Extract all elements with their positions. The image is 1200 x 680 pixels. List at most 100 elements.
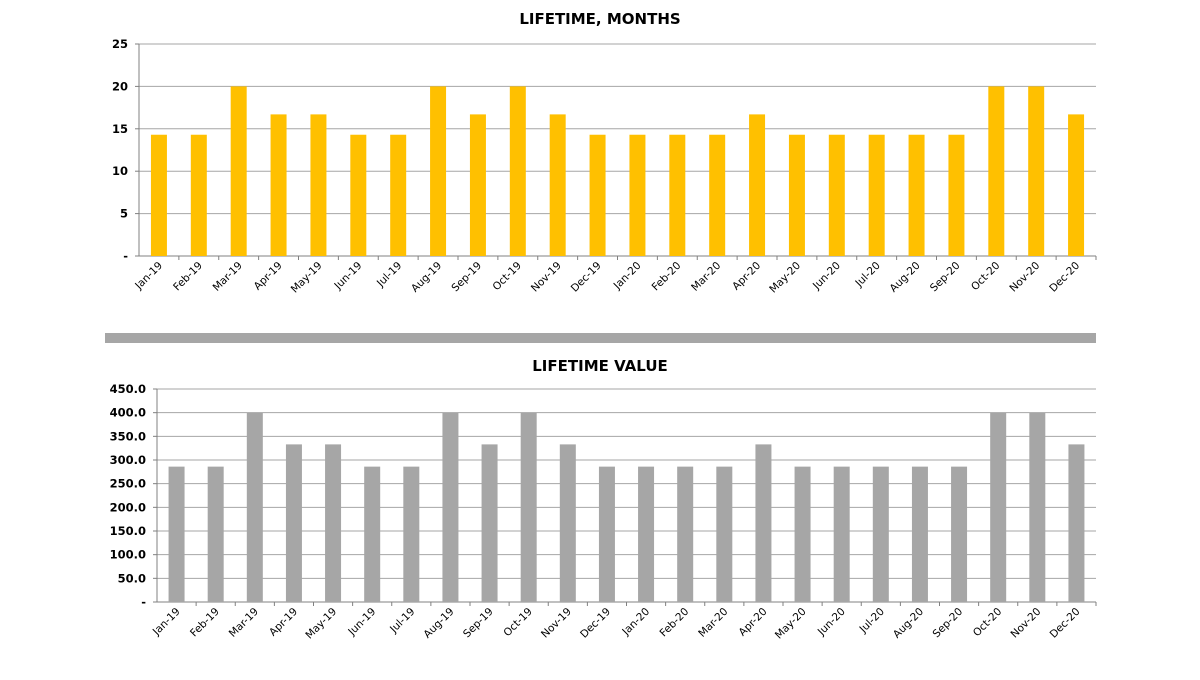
bar <box>677 466 694 602</box>
bar <box>872 466 889 602</box>
x-category-label: Dec-20 <box>1048 606 1083 641</box>
x-category-label: Aug-20 <box>891 606 926 641</box>
y-tick-label: 450.0 <box>110 382 146 396</box>
bar <box>598 466 615 602</box>
bar <box>403 466 420 602</box>
x-category-label: Jul-20 <box>853 260 883 290</box>
bar <box>908 134 925 256</box>
x-category-label: May-20 <box>767 260 803 296</box>
x-category-label: Jun-19 <box>332 260 365 293</box>
y-tick-label: 10 <box>112 164 128 178</box>
bar <box>988 86 1005 257</box>
y-tick-label: 250.0 <box>110 477 146 491</box>
bar <box>709 134 726 256</box>
x-category-label: Mar-19 <box>211 260 245 294</box>
x-category-label: Apr-19 <box>267 606 300 639</box>
bar <box>990 412 1007 602</box>
y-tick-label: 5 <box>120 207 128 221</box>
x-category-label: May-19 <box>303 606 339 642</box>
x-category-label: Aug-20 <box>888 260 923 295</box>
bar <box>430 86 447 257</box>
x-category-label: Mar-20 <box>689 260 723 294</box>
x-category-label: Apr-19 <box>252 260 285 293</box>
x-category-label: May-20 <box>773 606 809 642</box>
x-category-label: Sep-19 <box>461 606 496 641</box>
chart-title: LIFETIME VALUE <box>532 357 668 375</box>
x-category-label: Nov-19 <box>529 260 564 295</box>
x-category-label: Jun-20 <box>810 260 843 293</box>
x-category-label: Nov-19 <box>539 606 574 641</box>
x-category-label: Apr-20 <box>730 260 763 293</box>
y-tick-label: 50.0 <box>118 571 146 585</box>
bar <box>868 134 885 256</box>
bar <box>951 466 968 602</box>
bar <box>150 134 167 256</box>
x-category-label: Feb-20 <box>650 260 684 294</box>
bar <box>364 466 381 602</box>
y-tick-label: 200.0 <box>110 500 146 514</box>
bar <box>325 444 342 602</box>
bar <box>911 466 928 602</box>
x-category-label: Jan-19 <box>132 260 165 293</box>
bar <box>948 134 965 256</box>
x-category-label: Oct-19 <box>490 260 523 293</box>
x-category-label: Feb-20 <box>658 606 692 640</box>
x-category-label: Oct-19 <box>501 606 534 639</box>
bar <box>190 134 207 256</box>
x-category-label: Mar-20 <box>696 606 730 640</box>
bar <box>469 114 486 256</box>
x-category-label: May-19 <box>289 260 325 296</box>
lifetime-value-chart: LIFETIME VALUE - 50.0 100.0 150.0 200.0 250.0 3… <box>110 357 1097 642</box>
x-category-label: Sep-20 <box>928 260 963 295</box>
x-category-label: Sep-19 <box>449 260 484 295</box>
y-tick-label: 15 <box>112 122 128 136</box>
x-category-label: Dec-19 <box>569 260 604 295</box>
x-category-label: Feb-19 <box>188 606 222 640</box>
x-category-label: Oct-20 <box>969 260 1002 293</box>
bar <box>390 134 407 256</box>
x-category-label: Jan-20 <box>611 260 644 293</box>
chart-title: LIFETIME, MONTHS <box>519 10 680 28</box>
y-tick-label: - <box>123 249 128 263</box>
bar <box>1068 114 1085 256</box>
bar <box>1068 444 1085 602</box>
x-category-label: Jun-20 <box>815 606 848 639</box>
bar <box>833 466 850 602</box>
x-category-label: Oct-20 <box>971 606 1004 639</box>
bar <box>549 114 566 256</box>
bar <box>310 114 327 256</box>
bar <box>481 444 498 602</box>
y-tick-label: 20 <box>112 79 128 93</box>
y-tick-label: 300.0 <box>110 453 146 467</box>
x-category-label: Jul-19 <box>374 260 404 290</box>
bar <box>442 412 459 602</box>
bar <box>638 466 655 602</box>
bar <box>285 444 302 602</box>
x-category-label: Sep-20 <box>931 606 966 641</box>
bar <box>589 134 606 256</box>
x-category-label: Aug-19 <box>409 260 444 295</box>
bar <box>716 466 733 602</box>
bar <box>629 134 646 256</box>
bar <box>1028 86 1045 257</box>
y-tick-label: 25 <box>112 37 128 51</box>
y-tick-label: 350.0 <box>110 429 146 443</box>
bar <box>669 134 686 256</box>
x-category-label: Feb-19 <box>171 260 205 294</box>
y-tick-label: 400.0 <box>110 406 146 420</box>
x-category-label: Dec-19 <box>578 606 613 641</box>
bar <box>270 114 287 256</box>
x-category-label: Dec-20 <box>1047 260 1082 295</box>
x-category-label: Jan-20 <box>619 606 652 639</box>
x-category-label: Jul-19 <box>387 606 417 636</box>
x-category-label: Apr-20 <box>737 606 770 639</box>
y-tick-label: - <box>141 595 146 609</box>
bar <box>1029 412 1046 602</box>
x-category-label: Jan-19 <box>150 606 183 639</box>
section-separator-bar <box>105 333 1096 343</box>
x-category-label: Jul-20 <box>857 606 887 636</box>
x-category-label: Nov-20 <box>1009 606 1044 641</box>
